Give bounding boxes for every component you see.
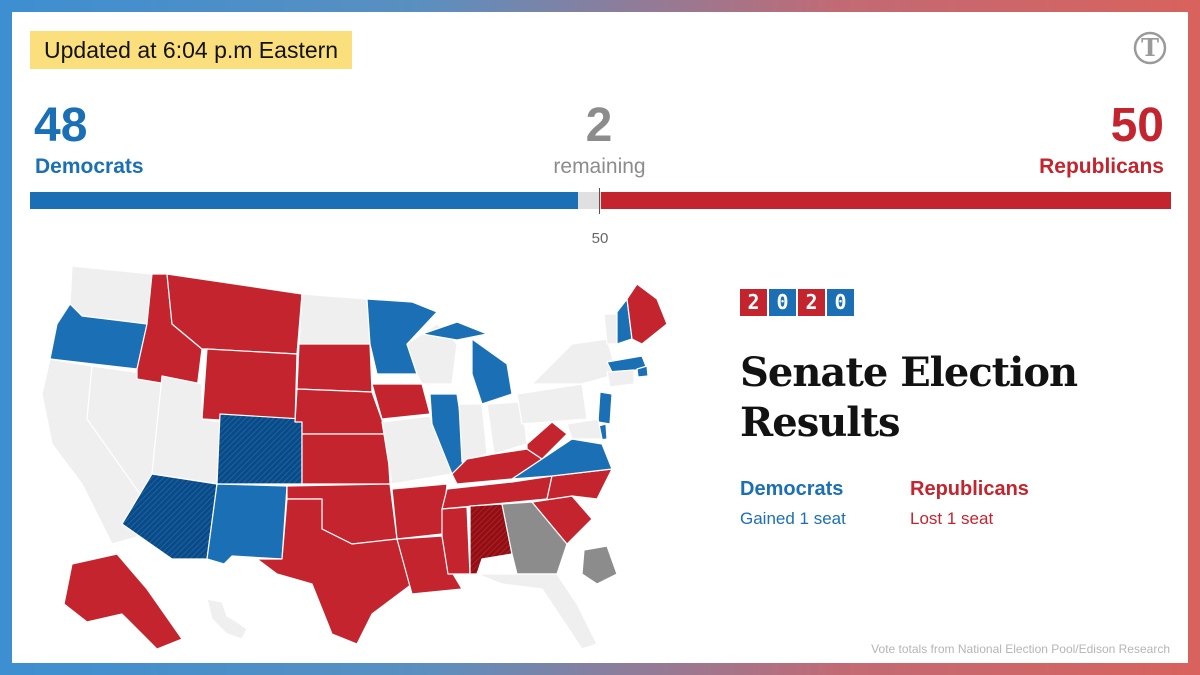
year-digit: 2 [798, 289, 825, 316]
state-nj [597, 391, 613, 425]
state-ri [636, 365, 649, 378]
majority-marker [599, 188, 600, 214]
republicans-seat-count: 50 [1110, 99, 1164, 152]
page-title: Senate Election Results [740, 348, 1160, 448]
remaining-seat-count: 2 [585, 99, 613, 152]
democrats-bar-segment [30, 192, 578, 209]
state-vt [603, 313, 618, 345]
state-wi [406, 323, 458, 385]
svg-text:T: T [1141, 33, 1159, 62]
state-la [396, 535, 463, 595]
state-nm [206, 483, 288, 565]
state-mi-up [421, 321, 488, 341]
year-digit: 2 [740, 289, 767, 316]
senate-results-map [41, 265, 668, 650]
state-ak [63, 553, 183, 650]
state-wv [526, 421, 568, 460]
results-card: Updated at 6:04 p.m Eastern T 48 2 50 De… [12, 12, 1188, 663]
state-tx [256, 498, 413, 645]
republicans-label: Republicans [1039, 155, 1164, 178]
state-pa [516, 383, 588, 425]
state-ct [606, 369, 635, 388]
state-ia [371, 383, 431, 420]
nyt-t-logo-icon: T [1133, 31, 1167, 65]
state-ar [391, 483, 448, 540]
state-in [458, 403, 488, 463]
state-ne [294, 388, 388, 435]
state-wy [201, 348, 298, 425]
democrats-seat-count: 48 [34, 99, 88, 152]
source-note: Vote totals from National Election Pool/… [871, 642, 1170, 656]
state-nd [298, 293, 371, 345]
majority-label: 50 [591, 230, 609, 247]
republicans-bar-segment [600, 192, 1171, 209]
year-digit: 0 [827, 289, 854, 316]
state-me [626, 283, 668, 345]
democrats-summary-change: Gained 1 seat [740, 509, 846, 528]
democrats-summary-name: Democrats [740, 478, 844, 500]
state-fl [476, 573, 598, 650]
state-ms [441, 506, 471, 575]
title-line-2: Results [740, 399, 900, 446]
state-sd [296, 343, 373, 393]
state-ks [301, 433, 391, 485]
republicans-summary-name: Republicans [910, 478, 1029, 500]
republicans-summary-change: Lost 1 seat [910, 509, 994, 528]
state-ny [531, 338, 618, 385]
state-hi [206, 598, 248, 640]
state-co [216, 413, 303, 485]
state-wa [69, 265, 153, 325]
year-digit: 0 [769, 289, 796, 316]
state-md [566, 418, 603, 440]
title-line-1: Senate Election [740, 349, 1078, 396]
year-badge: 2 0 2 0 [740, 289, 856, 316]
state-ga-s [581, 545, 618, 585]
remaining-label: remaining [553, 155, 646, 178]
seat-balance-bar [30, 192, 1171, 209]
democrats-label: Democrats [35, 155, 144, 178]
state-mi [471, 338, 513, 405]
update-time-badge: Updated at 6:04 p.m Eastern [30, 31, 353, 69]
